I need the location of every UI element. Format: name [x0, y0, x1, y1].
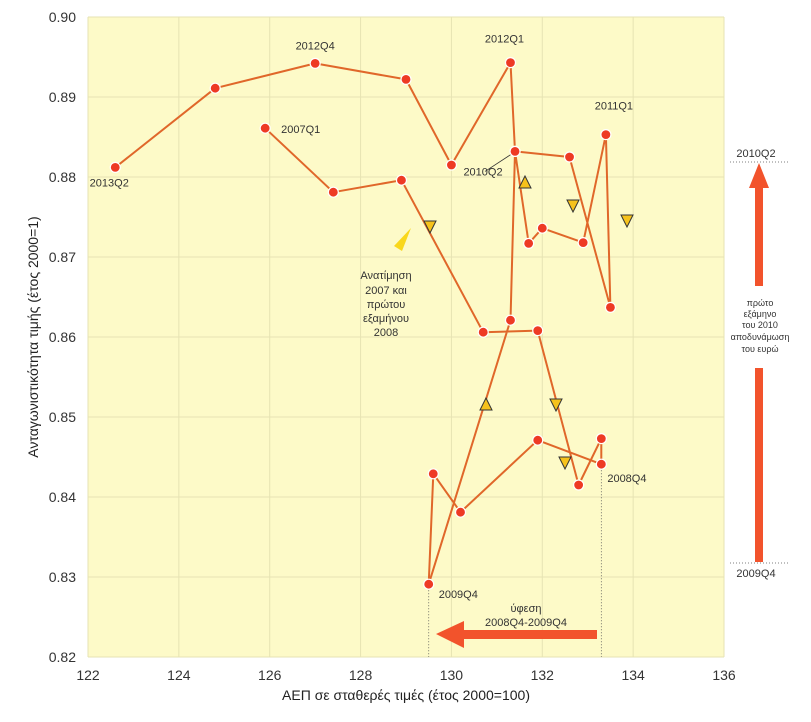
y-tick-label: 0.85 — [49, 409, 76, 425]
x-tick-label: 124 — [167, 667, 191, 683]
data-point — [523, 237, 535, 249]
revaluation-line-4: εξαμήνου — [363, 313, 409, 325]
y-tick-label: 0.88 — [49, 169, 76, 185]
y-tick-label: 0.86 — [49, 329, 76, 345]
recession-arrow — [436, 621, 597, 648]
guide-lines — [428, 154, 602, 657]
direction-triangle — [549, 398, 563, 413]
revaluation-line-5: 2008 — [374, 327, 398, 339]
data-point — [509, 145, 521, 157]
devaluation-line-4: αποδυνάμωση — [731, 332, 790, 342]
data-point — [109, 161, 121, 173]
y-tick-label: 0.90 — [49, 9, 76, 25]
point-label: 2012Q1 — [485, 34, 524, 46]
point-label: 2007Q1 — [281, 124, 320, 136]
revaluation-line-1: Ανατίμηση — [360, 270, 411, 282]
data-point — [504, 56, 517, 69]
x-axis-label: ΑΕΠ σε σταθερές τιμές (έτος 2000=100) — [282, 687, 530, 703]
x-tick-label: 136 — [712, 667, 736, 683]
direction-markers — [423, 174, 634, 471]
recession-line-2: 2008Q4-2009Q4 — [485, 617, 567, 629]
data-point — [532, 325, 544, 337]
data-point — [573, 479, 585, 491]
revaluation-pointer — [394, 228, 411, 251]
data-point — [395, 174, 408, 186]
data-point — [577, 237, 589, 249]
data-point — [595, 433, 607, 445]
right-top-label: 2010Q2 — [736, 148, 775, 160]
direction-triangle — [566, 199, 580, 214]
y-tick-label: 0.83 — [49, 569, 76, 585]
x-tick-label: 132 — [531, 667, 555, 683]
x-tick-label: 128 — [349, 667, 373, 683]
data-point — [423, 578, 435, 590]
data-point — [427, 468, 439, 480]
devaluation-line-5: του ευρώ — [742, 344, 779, 354]
direction-triangle — [423, 220, 437, 235]
devaluation-arrow-shaft-bottom — [755, 368, 763, 562]
data-point — [477, 326, 489, 338]
y-axis-label: Ανταγωνιστικότητα τιμής (έτος 2000=1) — [25, 216, 41, 457]
devaluation-arrow-shaft-top — [755, 186, 763, 286]
direction-triangle — [479, 396, 493, 411]
point-label: 2012Q4 — [296, 40, 335, 52]
point-label: 2010Q2 — [463, 166, 502, 178]
data-point — [504, 314, 517, 326]
revaluation-line-3: πρώτου — [367, 299, 406, 311]
data-point — [563, 151, 576, 163]
revaluation-line-2: 2007 και — [365, 285, 407, 297]
leader-2010q2 — [484, 154, 512, 172]
data-point — [400, 73, 412, 86]
x-tick-label: 130 — [440, 667, 464, 683]
recession-line-1: ύφεση — [511, 603, 542, 615]
data-point — [600, 129, 612, 141]
data-point — [454, 506, 467, 518]
y-tick-label: 0.82 — [49, 649, 76, 665]
devaluation-arrow-head — [749, 163, 769, 188]
direction-triangle — [518, 174, 532, 189]
x-tick-label: 126 — [258, 667, 282, 683]
devaluation-line-1: πρώτο — [747, 298, 774, 308]
direction-triangle — [620, 214, 634, 229]
y-tick-labels: 0.82 0.83 0.84 0.85 0.86 0.87 0.88 0.89 0.90 — [49, 9, 76, 665]
data-point — [595, 458, 607, 470]
x-tick-labels: 122 124 126 128 130 132 134 136 — [76, 667, 736, 683]
devaluation-line-2: εξάμηνο — [744, 309, 777, 319]
data-point — [604, 301, 617, 313]
y-tick-label: 0.89 — [49, 89, 76, 105]
data-point — [532, 434, 544, 446]
data-points — [109, 56, 617, 590]
y-tick-label: 0.84 — [49, 489, 76, 505]
devaluation-line-3: του 2010 — [742, 320, 778, 330]
direction-triangle — [558, 456, 572, 471]
point-label: 2009Q4 — [439, 589, 478, 601]
y-tick-label: 0.87 — [49, 249, 76, 265]
data-point — [259, 122, 271, 134]
data-point — [209, 82, 221, 94]
right-bottom-label: 2009Q4 — [736, 568, 775, 580]
x-tick-label: 122 — [76, 667, 100, 683]
x-tick-label: 134 — [621, 667, 645, 683]
point-label: 2013Q2 — [90, 177, 129, 189]
point-label: 2008Q4 — [607, 473, 646, 485]
data-point — [327, 186, 339, 198]
point-label: 2011Q1 — [595, 101, 633, 113]
point-labels: 2007Q1 2008Q4 2009Q4 2010Q2 2011Q1 2012Q1 2012… — [90, 34, 647, 602]
data-point — [309, 57, 321, 70]
data-point — [445, 159, 458, 171]
data-point — [536, 222, 548, 234]
